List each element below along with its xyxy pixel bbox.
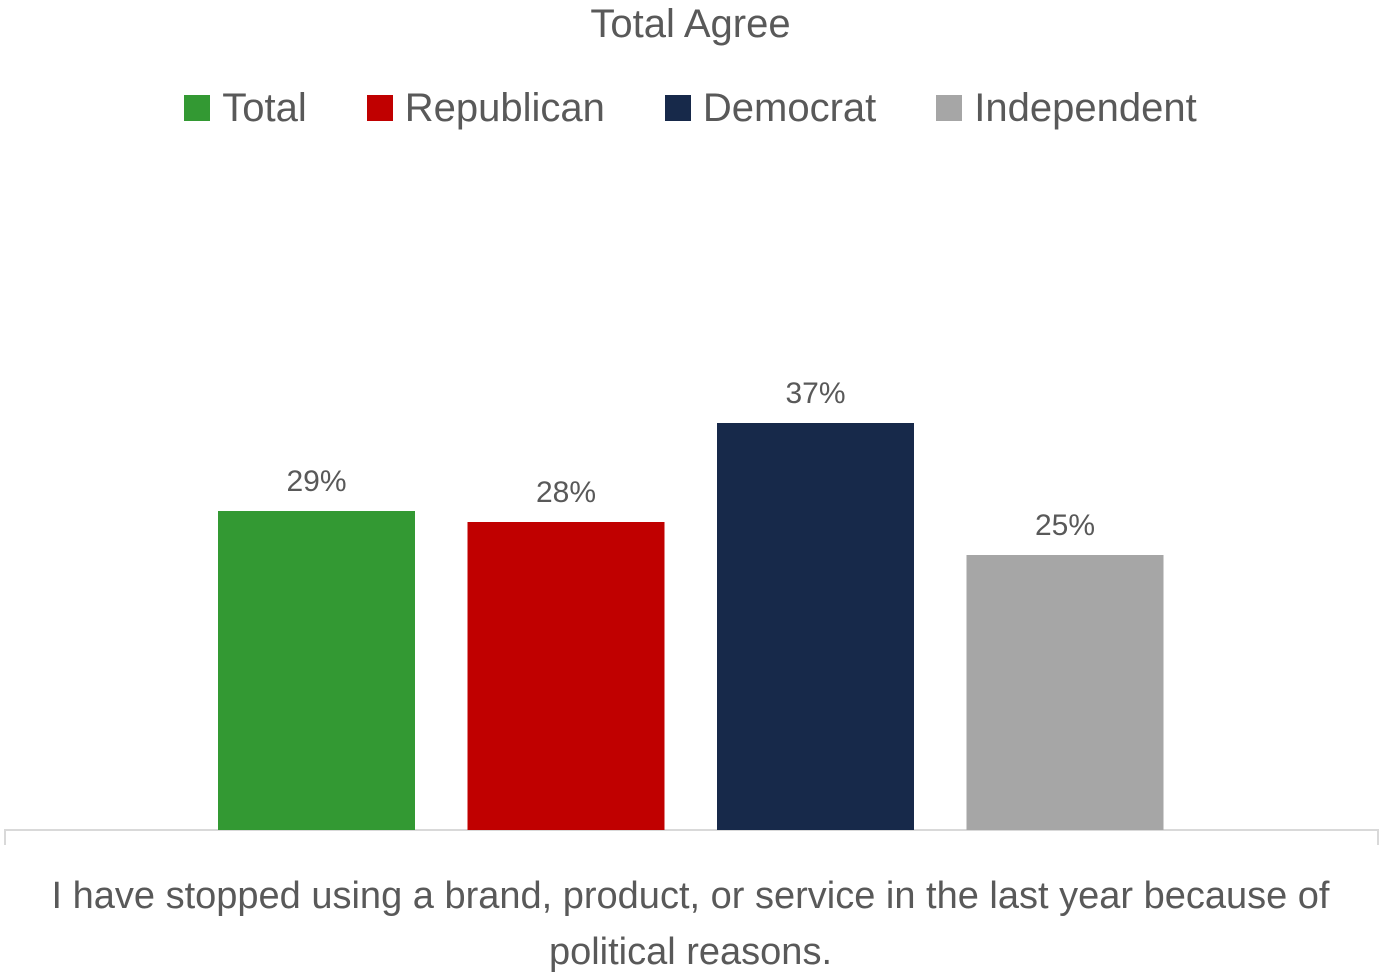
legend-item-republican: Republican [366,84,605,132]
data-label-total: 29% [286,465,346,498]
legend-label-total: Total [222,86,307,130]
legend-swatch-total [184,95,211,121]
legend-item-total: Total [184,84,307,132]
legend-swatch-democrat [664,95,691,121]
bar-total [218,511,415,830]
legend-item-independent: Independent [936,84,1197,132]
data-label-republican: 28% [536,476,596,509]
bar-independent [966,555,1164,830]
chart-title: Total Agree [590,2,791,46]
legend-swatch-independent [936,95,963,121]
legend: Total Republican Democrat Independent [0,84,1381,132]
bar-republican [467,522,665,830]
legend-label-independent: Independent [974,86,1197,130]
x-axis-line [4,829,1379,845]
legend-swatch-republican [366,95,393,121]
data-label-democrat: 37% [785,377,845,410]
legend-item-democrat: Democrat [664,84,877,132]
legend-label-republican: Republican [404,86,605,130]
x-axis-label: I have stopped using a brand, product, o… [51,875,1330,973]
bar-democrat [717,423,914,830]
data-label-independent: 25% [1035,509,1095,542]
legend-label-democrat: Democrat [702,86,877,130]
